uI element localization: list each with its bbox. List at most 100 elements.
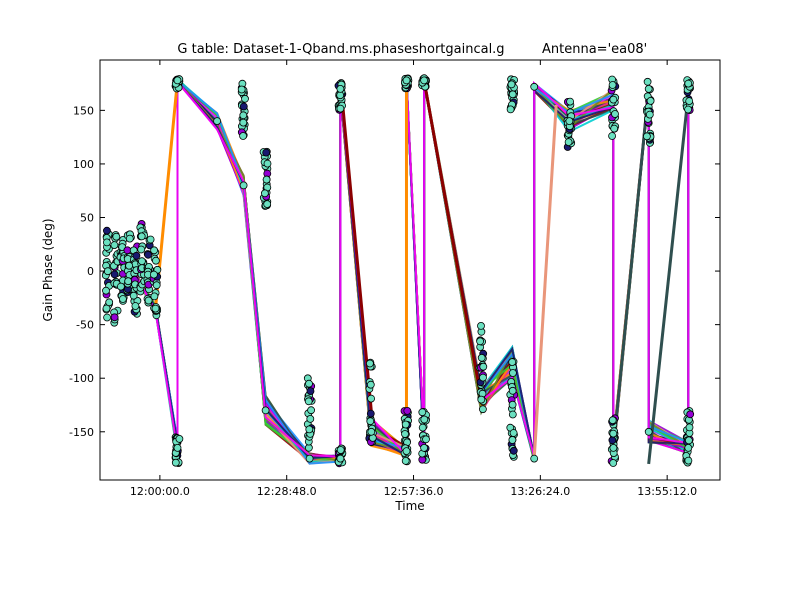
data-marker bbox=[150, 246, 159, 255]
data-marker bbox=[530, 82, 539, 91]
data-marker bbox=[367, 394, 376, 403]
data-marker bbox=[686, 410, 695, 419]
data-marker bbox=[508, 386, 517, 395]
x-axis: 12:00:00.0 12:28:48.0 12:57:36.0 13:26:24.0… bbox=[130, 60, 697, 498]
data-marker bbox=[105, 298, 114, 307]
series-line bbox=[647, 94, 690, 465]
data-marker bbox=[213, 117, 222, 125]
data-marker bbox=[608, 132, 616, 140]
data-marker bbox=[306, 387, 315, 396]
data-marker bbox=[112, 232, 121, 241]
series-line bbox=[532, 104, 558, 459]
data-marker bbox=[565, 117, 574, 125]
data-marker bbox=[479, 362, 488, 371]
y-tick-label: 0 bbox=[87, 265, 94, 278]
series-line bbox=[128, 78, 690, 458]
data-marker bbox=[239, 111, 248, 120]
data-marker bbox=[566, 97, 574, 106]
data-marker bbox=[305, 454, 314, 463]
data-marker bbox=[477, 395, 486, 404]
data-marker bbox=[151, 256, 160, 265]
data-marker bbox=[336, 446, 345, 454]
data-marker bbox=[146, 235, 155, 244]
data-marker bbox=[239, 132, 248, 140]
data-marker bbox=[261, 406, 270, 415]
x-tick-label: 13:26:24.0 bbox=[510, 485, 570, 498]
x-tick-label: 12:28:48.0 bbox=[257, 485, 317, 498]
data-marker bbox=[403, 406, 412, 415]
data-marker bbox=[508, 90, 517, 99]
data-marker bbox=[336, 104, 345, 113]
data-marker bbox=[508, 410, 517, 419]
data-marker bbox=[684, 105, 692, 114]
data-marker bbox=[152, 281, 161, 290]
data-marker bbox=[418, 408, 427, 417]
x-tick-label: 13:55:12.0 bbox=[637, 485, 697, 498]
data-marker bbox=[508, 400, 517, 409]
data-marker bbox=[509, 446, 518, 455]
plot-frame bbox=[99, 59, 721, 481]
data-marker bbox=[129, 291, 138, 300]
data-marker bbox=[239, 181, 248, 190]
data-marker bbox=[401, 420, 410, 429]
data-marker bbox=[608, 81, 617, 89]
data-marker bbox=[173, 443, 182, 452]
data-marker bbox=[305, 425, 314, 434]
data-marker bbox=[103, 267, 112, 276]
data-marker bbox=[137, 257, 146, 266]
y-axis-label: Gain Phase (deg) bbox=[41, 218, 55, 321]
series-layer bbox=[128, 75, 690, 465]
data-marker bbox=[239, 102, 248, 111]
y-tick-label: -150 bbox=[69, 426, 94, 439]
data-marker bbox=[241, 94, 249, 103]
data-marker bbox=[260, 189, 269, 198]
data-marker bbox=[401, 456, 410, 465]
data-marker bbox=[420, 415, 429, 424]
data-marker bbox=[509, 369, 517, 377]
data-marker bbox=[418, 423, 427, 432]
data-marker bbox=[609, 429, 618, 438]
data-marker bbox=[506, 105, 515, 114]
y-tick-label: 150 bbox=[73, 104, 94, 117]
data-marker bbox=[125, 261, 134, 270]
data-marker bbox=[509, 429, 518, 437]
data-marker bbox=[173, 76, 182, 85]
data-marker bbox=[103, 313, 111, 322]
series-line bbox=[422, 80, 483, 400]
data-marker bbox=[610, 124, 619, 133]
data-marker bbox=[646, 97, 655, 105]
data-marker bbox=[110, 270, 119, 279]
data-marker bbox=[402, 447, 411, 456]
data-marker bbox=[306, 414, 315, 423]
data-marker bbox=[110, 241, 119, 250]
data-marker bbox=[507, 80, 516, 89]
y-tick-label: -100 bbox=[69, 372, 94, 385]
data-marker bbox=[150, 292, 159, 301]
data-marker bbox=[263, 159, 272, 168]
x-axis-label: Time bbox=[394, 499, 424, 513]
data-marker bbox=[137, 232, 146, 241]
data-marker bbox=[304, 397, 313, 406]
data-marker bbox=[175, 434, 184, 443]
data-marker bbox=[685, 423, 694, 432]
data-marker bbox=[171, 458, 180, 467]
data-marker bbox=[307, 406, 316, 415]
data-marker bbox=[149, 270, 158, 279]
data-marker bbox=[336, 85, 345, 93]
chart-title: G table: Dataset-1-Qband.ms.phaseshortga… bbox=[177, 42, 504, 57]
data-marker bbox=[132, 251, 141, 260]
data-marker bbox=[367, 427, 376, 436]
data-marker bbox=[366, 417, 375, 426]
data-marker bbox=[479, 373, 487, 382]
data-marker bbox=[684, 443, 693, 452]
x-tick-label: 12:00:00.0 bbox=[130, 485, 190, 498]
data-marker bbox=[508, 358, 517, 367]
data-marker bbox=[644, 427, 653, 436]
data-marker bbox=[144, 250, 153, 259]
data-marker bbox=[237, 85, 246, 94]
data-marker bbox=[645, 110, 654, 119]
data-marker bbox=[608, 416, 617, 425]
data-marker bbox=[366, 409, 375, 418]
data-marker bbox=[137, 245, 146, 254]
